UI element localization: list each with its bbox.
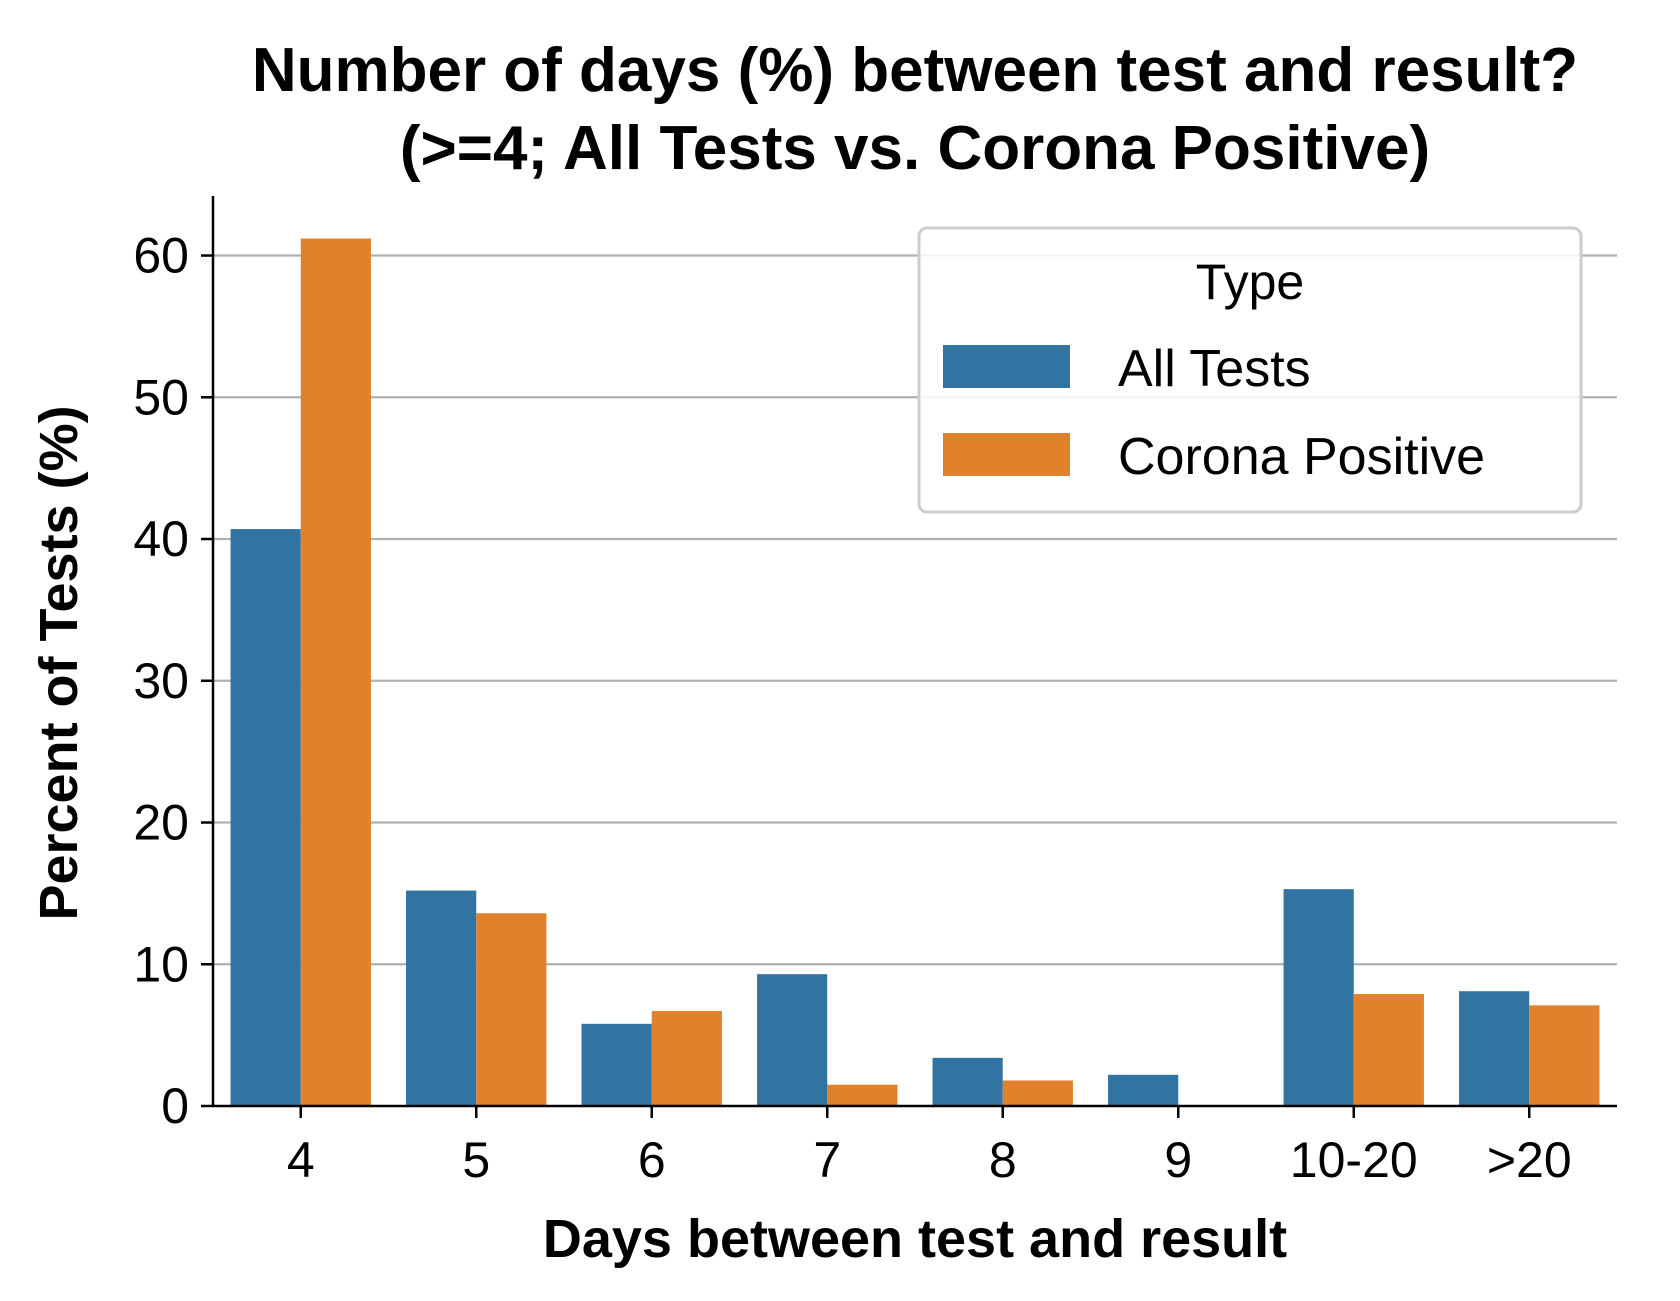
- chart-title: Number of days (%) between test and resu…: [252, 36, 1578, 105]
- legend-title: Type: [1196, 254, 1304, 310]
- axes: [211, 196, 1617, 1108]
- y-tick-label-50: 50: [133, 369, 189, 425]
- x-tick-label-3: 7: [813, 1132, 841, 1188]
- y-axis-ticks: 0 10 20 30 40 50 60: [133, 228, 213, 1134]
- x-tick-label-5: 9: [1164, 1132, 1192, 1188]
- legend-frame: [917, 226, 1583, 514]
- bar-all-tests-5: [1108, 1074, 1179, 1106]
- y-tick-label-30: 30: [133, 653, 189, 709]
- bar-all-tests-2: [581, 1023, 652, 1106]
- bar-all-tests-3: [757, 974, 828, 1106]
- y-tick-label-10: 10: [133, 936, 189, 992]
- bar-all-tests-1: [406, 890, 477, 1106]
- bars: [230, 238, 1600, 1106]
- chart-subtitle: (>=4; All Tests vs. Corona Positive): [400, 114, 1430, 183]
- x-tick-label-0: 4: [287, 1132, 315, 1188]
- y-tick-label-20: 20: [133, 795, 189, 851]
- bar-all-tests-0: [230, 529, 301, 1106]
- x-axis-ticks: 4 5 6 7 8 9 10-20 >20: [287, 1106, 1572, 1188]
- x-tick-label-6: 10-20: [1290, 1132, 1418, 1188]
- bar-corona-positive-3: [827, 1084, 898, 1106]
- y-axis-label: Percent of Tests (%): [29, 405, 89, 920]
- legend: Type All Tests Corona Positive: [917, 226, 1583, 514]
- legend-label-corona-positive: Corona Positive: [1118, 428, 1485, 486]
- legend-swatch-corona-positive: [943, 433, 1070, 476]
- x-tick-label-1: 5: [462, 1132, 490, 1188]
- bar-corona-positive-1: [476, 913, 547, 1106]
- x-axis-label: Days between test and result: [543, 1209, 1287, 1269]
- bar-all-tests-6: [1283, 889, 1354, 1106]
- y-tick-label-60: 60: [133, 228, 189, 284]
- legend-label-all-tests: All Tests: [1118, 340, 1311, 398]
- bar-all-tests-7: [1459, 991, 1530, 1106]
- y-tick-label-40: 40: [133, 511, 189, 567]
- bar-all-tests-4: [932, 1057, 1003, 1106]
- bar-corona-positive-6: [1353, 994, 1424, 1106]
- bar-corona-positive-7: [1529, 1005, 1600, 1106]
- y-tick-label-0: 0: [161, 1078, 189, 1134]
- bar-corona-positive-4: [1002, 1080, 1073, 1106]
- x-tick-label-4: 8: [989, 1132, 1017, 1188]
- x-tick-label-7: >20: [1487, 1132, 1572, 1188]
- bar-corona-positive-0: [300, 238, 371, 1106]
- bar-corona-positive-2: [651, 1011, 722, 1106]
- x-tick-label-2: 6: [638, 1132, 666, 1188]
- legend-swatch-all-tests: [943, 345, 1070, 388]
